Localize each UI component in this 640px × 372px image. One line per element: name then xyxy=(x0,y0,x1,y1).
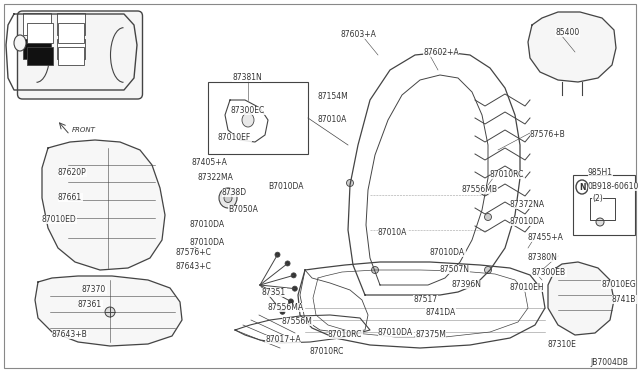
Bar xyxy=(58,23,84,43)
Ellipse shape xyxy=(219,188,237,208)
Text: 87010RC: 87010RC xyxy=(490,170,524,179)
Text: 87010DA: 87010DA xyxy=(190,238,225,247)
Bar xyxy=(57,39,85,59)
Ellipse shape xyxy=(484,214,492,221)
Text: 87010ED: 87010ED xyxy=(42,215,77,224)
Ellipse shape xyxy=(14,35,26,51)
Text: 0B918-60610: 0B918-60610 xyxy=(588,182,639,191)
Text: 87010A: 87010A xyxy=(378,228,408,237)
Polygon shape xyxy=(528,12,616,82)
Text: 8741DA: 8741DA xyxy=(425,308,455,317)
Text: 87556MB: 87556MB xyxy=(462,185,498,194)
Text: 87010RC: 87010RC xyxy=(328,330,362,339)
Bar xyxy=(27,47,53,65)
Text: B7050A: B7050A xyxy=(228,205,258,214)
Bar xyxy=(57,13,85,35)
Text: N: N xyxy=(579,183,585,192)
Bar xyxy=(23,39,51,59)
Text: 87010DA: 87010DA xyxy=(510,217,545,226)
Polygon shape xyxy=(42,140,165,270)
Text: 8738D: 8738D xyxy=(222,188,247,197)
Text: 87576+C: 87576+C xyxy=(175,248,211,257)
Text: 87620P: 87620P xyxy=(58,168,87,177)
Text: B7010DA: B7010DA xyxy=(268,182,303,191)
Ellipse shape xyxy=(285,261,290,266)
Text: 87310E: 87310E xyxy=(548,340,577,349)
Ellipse shape xyxy=(275,252,280,257)
Polygon shape xyxy=(548,262,614,335)
Text: 87017+A: 87017+A xyxy=(265,335,301,344)
Text: 87455+A: 87455+A xyxy=(528,233,564,242)
Ellipse shape xyxy=(484,266,492,273)
Text: 87405+A: 87405+A xyxy=(192,158,228,167)
Text: 87380N: 87380N xyxy=(528,253,558,262)
Bar xyxy=(208,82,308,154)
Text: 87643+C: 87643+C xyxy=(175,262,211,271)
Text: 87010RC: 87010RC xyxy=(310,347,344,356)
Text: 87372NA: 87372NA xyxy=(510,200,545,209)
Text: 85400: 85400 xyxy=(555,28,579,37)
Text: 87517: 87517 xyxy=(413,295,437,304)
Bar xyxy=(58,47,84,65)
Ellipse shape xyxy=(371,266,378,273)
Text: (2): (2) xyxy=(592,194,603,203)
Text: 87010A: 87010A xyxy=(318,115,348,124)
Ellipse shape xyxy=(242,113,254,127)
Text: 87010EH: 87010EH xyxy=(510,283,545,292)
Polygon shape xyxy=(35,276,182,346)
Text: 87375M: 87375M xyxy=(415,330,446,339)
Text: 87370: 87370 xyxy=(82,285,106,294)
Text: 87643+B: 87643+B xyxy=(52,330,88,339)
Text: 87507N: 87507N xyxy=(440,265,470,274)
Text: 87576+B: 87576+B xyxy=(530,130,566,139)
Text: 87351: 87351 xyxy=(262,288,286,297)
Ellipse shape xyxy=(596,218,604,226)
Text: 87603+A: 87603+A xyxy=(340,30,376,39)
Text: 87661: 87661 xyxy=(58,193,82,202)
Ellipse shape xyxy=(291,273,296,278)
Text: 87322MA: 87322MA xyxy=(198,173,234,182)
Text: 87010EG: 87010EG xyxy=(601,280,636,289)
Text: 87010DA: 87010DA xyxy=(430,248,465,257)
Text: 87602+A: 87602+A xyxy=(423,48,459,57)
Text: 87154M: 87154M xyxy=(318,92,349,101)
Text: JB7004DB: JB7004DB xyxy=(590,358,628,367)
Text: 87010EF: 87010EF xyxy=(218,133,252,142)
Bar xyxy=(573,175,635,235)
Text: 87010DA: 87010DA xyxy=(378,328,413,337)
Text: 87556M: 87556M xyxy=(282,317,313,326)
Ellipse shape xyxy=(280,309,285,314)
Ellipse shape xyxy=(224,193,232,202)
Text: 87381N: 87381N xyxy=(232,73,262,82)
Text: 87300EC: 87300EC xyxy=(231,106,265,115)
Bar xyxy=(27,23,53,43)
Ellipse shape xyxy=(292,286,298,291)
Text: 87300EB: 87300EB xyxy=(532,268,566,277)
Text: 8741B: 8741B xyxy=(612,295,636,304)
Bar xyxy=(23,13,51,35)
Text: 87010DA: 87010DA xyxy=(190,220,225,229)
Ellipse shape xyxy=(105,307,115,317)
Ellipse shape xyxy=(346,180,353,186)
Text: 87361: 87361 xyxy=(78,300,102,309)
Text: 87396N: 87396N xyxy=(452,280,482,289)
FancyBboxPatch shape xyxy=(17,11,143,99)
Text: FRONT: FRONT xyxy=(72,127,96,133)
Ellipse shape xyxy=(289,299,293,304)
Text: 87556MA: 87556MA xyxy=(268,303,304,312)
Text: 985H1: 985H1 xyxy=(588,168,613,177)
Ellipse shape xyxy=(576,180,588,194)
